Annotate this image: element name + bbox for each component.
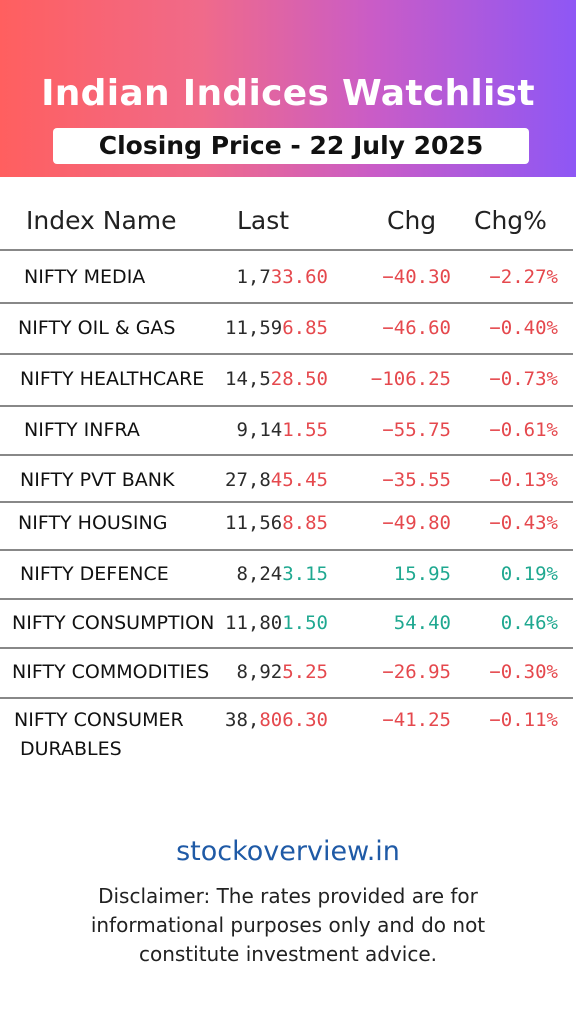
change-percent: −0.73%	[489, 368, 558, 390]
last-price-major: 8,92	[236, 661, 283, 683]
change-percent: −0.11%	[489, 709, 558, 731]
last-price: 11,596.85	[210, 316, 328, 340]
index-name: NIFTY CONSUMPTION	[12, 612, 215, 634]
last-price-major: 9,14	[236, 419, 283, 441]
last-price-major: 11,59	[225, 317, 283, 339]
change-percent: −0.13%	[489, 469, 558, 491]
index-name: NIFTY INFRA	[24, 419, 140, 441]
change-value: −49.80	[382, 512, 451, 534]
last-price-minor: 33.60	[270, 266, 328, 288]
last-price-minor: 5.25	[282, 661, 328, 683]
last-price-major: 11,56	[225, 512, 283, 534]
last-price-minor: 8.85	[282, 512, 328, 534]
change-percent: 0.46%	[500, 612, 558, 634]
index-name: NIFTY OIL & GAS	[18, 317, 176, 339]
row-divider	[0, 249, 573, 251]
last-price-minor: 3.15	[282, 563, 328, 585]
last-price-major: 8,24	[236, 563, 283, 585]
last-price: 14,528.50	[210, 367, 328, 391]
row-divider	[0, 549, 573, 551]
change-percent: 0.19%	[500, 563, 558, 585]
disclaimer-text: Disclaimer: The rates provided are for i…	[90, 884, 486, 966]
last-price-minor: 806.30	[259, 709, 328, 731]
page-title: Indian Indices Watchlist	[41, 73, 535, 114]
change-value: −55.75	[382, 419, 451, 441]
last-price: 8,243.15	[210, 562, 328, 586]
last-price-major: 14,5	[225, 368, 271, 390]
row-divider	[0, 598, 573, 600]
last-price-minor: 28.50	[270, 368, 328, 390]
index-name: NIFTY PVT BANK	[20, 469, 175, 491]
change-percent: −0.40%	[489, 317, 558, 339]
change-percent: −0.61%	[489, 419, 558, 441]
last-price-major: 27,8	[225, 469, 271, 491]
change-value: −35.55	[382, 469, 451, 491]
index-name: NIFTY HOUSING	[18, 512, 168, 534]
site-link[interactable]: stockoverview.in	[176, 836, 400, 867]
change-percent: −0.30%	[489, 661, 558, 683]
last-price-minor: 1.55	[282, 419, 328, 441]
last-price-minor: 1.50	[282, 612, 328, 634]
last-price-major: 38,	[225, 709, 260, 731]
index-name: NIFTY MEDIA	[24, 266, 146, 288]
index-name-line2: DURABLES	[20, 738, 122, 760]
change-value: −40.30	[382, 266, 451, 288]
change-value: 54.40	[393, 612, 451, 634]
change-value: −106.25	[370, 368, 451, 390]
last-price-major: 11,80	[225, 612, 283, 634]
last-price: 11,568.85	[210, 511, 328, 535]
last-price: 1,733.60	[210, 265, 328, 289]
last-price: 27,845.45	[210, 468, 328, 492]
closing-date-subtitle: Closing Price - 22 July 2025	[53, 128, 529, 164]
last-price-minor: 6.85	[282, 317, 328, 339]
row-divider	[0, 501, 573, 503]
last-price: 9,141.55	[210, 418, 328, 442]
index-name: NIFTY CONSUMER	[14, 709, 184, 731]
change-value: −26.95	[382, 661, 451, 683]
change-value: −46.60	[382, 317, 451, 339]
last-price: 11,801.50	[210, 611, 328, 635]
last-price-minor: 45.45	[270, 469, 328, 491]
row-divider	[0, 353, 573, 355]
row-divider	[0, 647, 573, 649]
row-divider	[0, 697, 573, 699]
change-percent: −0.43%	[489, 512, 558, 534]
row-divider	[0, 302, 573, 304]
column-header-chg-pct: Chg%	[474, 206, 547, 235]
index-name: NIFTY COMMODITIES	[12, 661, 210, 683]
row-divider	[0, 405, 573, 407]
last-price-major: 1,7	[236, 266, 271, 288]
last-price: 8,925.25	[210, 660, 328, 684]
last-price: 38,806.30	[210, 708, 328, 732]
row-divider	[0, 454, 573, 456]
change-value: 15.95	[393, 563, 451, 585]
column-header-name: Index Name	[26, 206, 177, 235]
index-name: NIFTY DEFENCE	[20, 563, 169, 585]
change-value: −41.25	[382, 709, 451, 731]
column-header-chg: Chg	[387, 206, 437, 235]
index-name: NIFTY HEALTHCARE	[20, 368, 205, 390]
change-percent: −2.27%	[489, 266, 558, 288]
header-banner: Indian Indices Watchlist Closing Price -…	[0, 0, 576, 177]
column-header-last: Last	[237, 206, 290, 235]
